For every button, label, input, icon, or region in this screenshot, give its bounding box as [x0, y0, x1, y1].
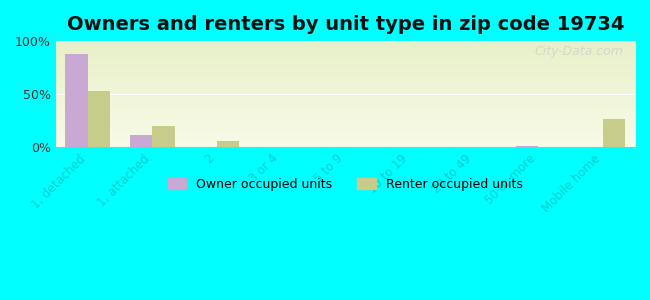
Bar [216, 141, 239, 147]
Bar [152, 126, 175, 147]
Bar [516, 146, 538, 147]
Text: City-Data.com: City-Data.com [534, 45, 623, 58]
Bar [66, 54, 88, 147]
Bar [603, 118, 625, 147]
Bar [88, 91, 110, 147]
Bar [130, 136, 152, 147]
Title: Owners and renters by unit type in zip code 19734: Owners and renters by unit type in zip c… [66, 15, 624, 34]
Legend: Owner occupied units, Renter occupied units: Owner occupied units, Renter occupied un… [162, 173, 528, 196]
